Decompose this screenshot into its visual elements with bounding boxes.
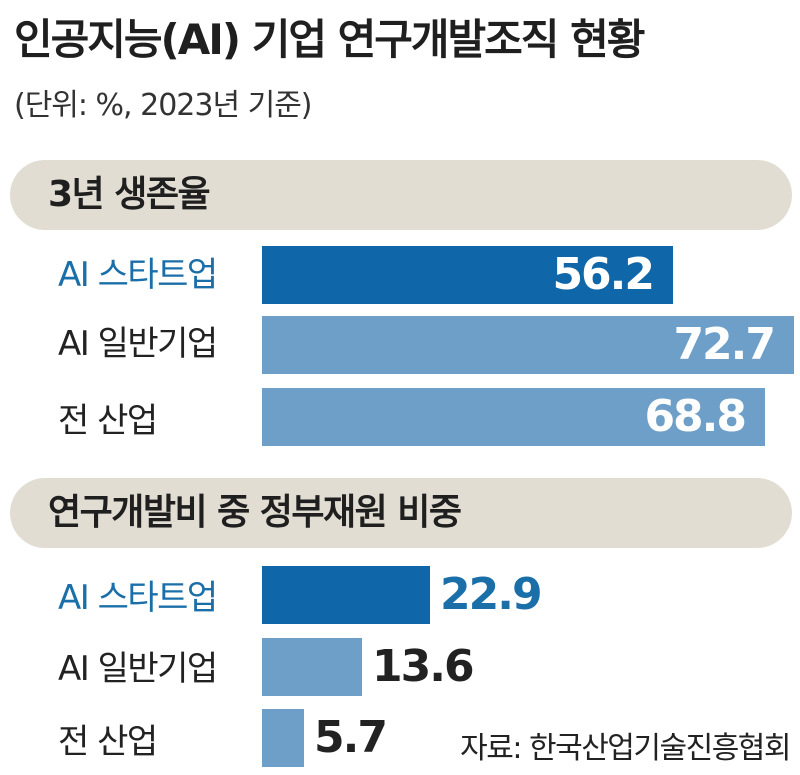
funding-value-startup: 22.9 bbox=[440, 569, 543, 620]
section-header-survival: 3년 생존율 bbox=[10, 160, 792, 230]
funding-value-general: 13.6 bbox=[372, 641, 475, 692]
funding-bar-all bbox=[262, 709, 304, 767]
survival-label-startup: AI 스타트업 bbox=[58, 255, 218, 295]
funding-label-general: AI 일반기업 bbox=[58, 649, 218, 689]
funding-value-all: 5.7 bbox=[314, 712, 388, 763]
survival-bar-all bbox=[262, 388, 765, 446]
survival-value-all: 68.8 bbox=[644, 391, 747, 442]
survival-bar-startup bbox=[262, 246, 673, 304]
funding-label-all: 전 산업 bbox=[58, 722, 158, 762]
funding-bar-startup bbox=[262, 566, 430, 624]
survival-label-all: 전 산업 bbox=[58, 401, 158, 441]
funding-bar-general bbox=[262, 638, 362, 696]
survival-value-general: 72.7 bbox=[673, 319, 776, 370]
unit-note: (단위: %, 2023년 기준) bbox=[14, 88, 313, 123]
section-title-survival: 3년 생존율 bbox=[48, 174, 211, 215]
chart-title: 인공지능(AI) 기업 연구개발조직 현황 bbox=[14, 15, 645, 64]
funding-label-startup: AI 스타트업 bbox=[58, 578, 218, 618]
section-title-gov-funding: 연구개발비 중 정부재원 비중 bbox=[48, 492, 462, 533]
survival-label-general: AI 일반기업 bbox=[58, 324, 218, 364]
source-note: 자료: 한국산업기술진흥협회 bbox=[460, 731, 791, 766]
survival-bar-general bbox=[262, 316, 794, 374]
section-header-gov-funding: 연구개발비 중 정부재원 비중 bbox=[10, 478, 792, 548]
survival-value-startup: 56.2 bbox=[552, 249, 655, 300]
